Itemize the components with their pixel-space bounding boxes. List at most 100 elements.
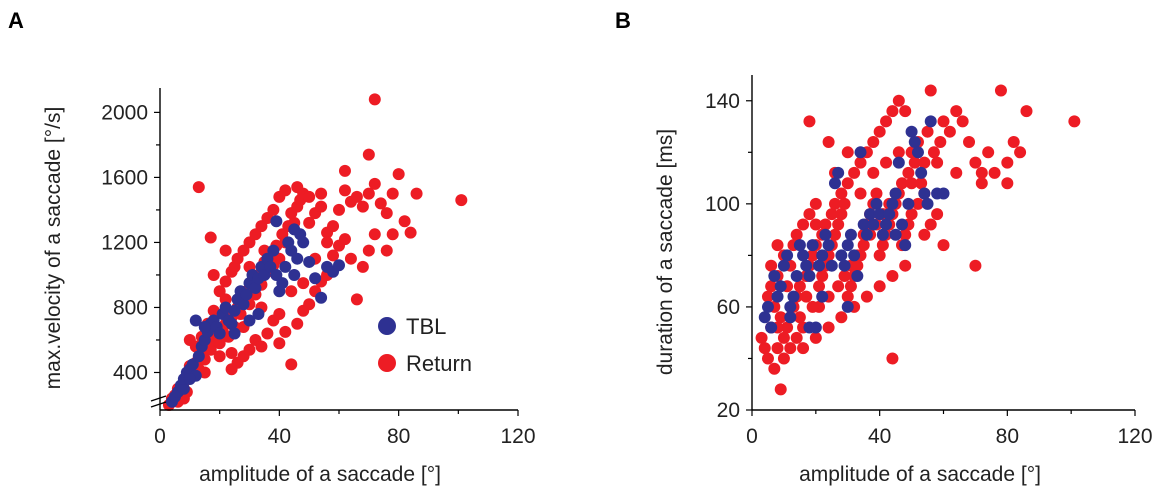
panel-b-point-return-35 — [867, 136, 880, 148]
panel-b-point-return-142 — [809, 218, 822, 231]
panel-b-point-return-98 — [828, 228, 841, 241]
panel-b-point-return-130 — [790, 331, 803, 344]
panel-b-point-return-45 — [899, 105, 912, 118]
legend-label-tbl: TBL — [406, 314, 446, 339]
panel-a-point-tbl-56 — [228, 327, 241, 340]
panel-b-point-return-31 — [854, 156, 867, 169]
panel-b-point-return-92 — [809, 197, 822, 210]
panel-a-point-return-85 — [291, 317, 304, 330]
panel-b-point-tbl-58 — [784, 300, 797, 313]
panel-b-point-tbl-35 — [870, 197, 883, 210]
panel-a-point-return-69 — [192, 181, 205, 194]
panel-a-point-return-126 — [273, 307, 286, 320]
panel-b-point-return-150 — [918, 156, 931, 169]
panel-b-point-return-67 — [1001, 177, 1014, 190]
panel-b-point-return-50 — [915, 177, 928, 190]
panel-b-point-return-102 — [841, 290, 854, 303]
panel-b-point-return-147 — [880, 156, 893, 169]
panel-b-point-return-56 — [934, 136, 947, 148]
panel-b-point-tbl-2 — [765, 321, 778, 334]
panel-a-point-return-132 — [228, 260, 241, 273]
panel-b-point-return-68 — [1007, 136, 1020, 148]
panel-b-x-tick-label-40: 40 — [868, 425, 891, 448]
panel-a-point-return-63 — [404, 226, 417, 239]
panel-b-points — [755, 84, 1081, 396]
panel-b-point-tbl-24 — [835, 249, 848, 262]
legend-label-return: Return — [406, 351, 472, 376]
panel-b-point-tbl-41 — [889, 187, 902, 200]
panel-b-point-return-72 — [969, 259, 982, 272]
panel-b-point-return-66 — [994, 84, 1007, 97]
panel-b-point-return-32 — [857, 239, 870, 252]
panel-b-point-tbl-1 — [761, 300, 774, 313]
panel-a-point-return-84 — [285, 358, 298, 371]
panel-a-point-return-116 — [279, 184, 292, 197]
panel-b-point-return-144 — [841, 146, 854, 159]
panel-a-point-return-74 — [225, 346, 238, 359]
panel-b-point-return-23 — [828, 197, 841, 210]
panel-b-point-return-88 — [797, 218, 810, 231]
panel-a-point-return-65 — [368, 93, 381, 106]
panel-a-y-tick-label-1200: 1200 — [101, 231, 148, 254]
panel-b-point-tbl-18 — [816, 249, 829, 262]
panel-b-point-return-145 — [854, 187, 867, 200]
panel-b-point-tbl-59 — [889, 228, 902, 241]
panel-a-point-return-52 — [338, 184, 351, 197]
panel-b-y-tick-label-140: 140 — [705, 90, 740, 113]
panel-b-x-tick-label-120: 120 — [1117, 425, 1152, 448]
panel-b-point-tbl-17 — [813, 259, 826, 272]
panel-a-point-return-77 — [243, 343, 256, 356]
panel-b-point-return-120 — [899, 228, 912, 241]
panel-a-point-return-106 — [219, 275, 232, 288]
panel-a-point-tbl-58 — [198, 320, 211, 333]
panel-b-point-tbl-54 — [937, 187, 950, 200]
panel-b-point-return-153 — [1001, 156, 1014, 169]
panel-a-point-return-91 — [327, 249, 340, 262]
panel-a-point-return-48 — [315, 200, 328, 213]
panel-b-point-return-7 — [777, 331, 790, 344]
panel-b-point-tbl-57 — [803, 321, 816, 334]
panel-b-point-return-151 — [950, 166, 963, 179]
panel-b-point-tbl-22 — [828, 177, 841, 190]
panel-a-point-return-95 — [350, 293, 363, 306]
panel-b-point-return-37 — [873, 125, 886, 138]
panel-b-point-return-55 — [931, 156, 944, 169]
panel-b-point-return-149 — [905, 177, 918, 190]
panel-b-point-tbl-36 — [873, 208, 886, 221]
panel-a-point-tbl-48 — [315, 291, 328, 304]
panel-b-point-return-70 — [1020, 105, 1033, 118]
panel-a-point-return-123 — [225, 363, 238, 376]
panel-a-point-return-99 — [380, 244, 393, 257]
panel-a-point-return-60 — [386, 187, 399, 200]
panel-a-point-return-93 — [338, 233, 351, 246]
panel-a-point-return-62 — [398, 215, 411, 228]
panel-b-point-return-148 — [892, 146, 905, 159]
panel-a-point-return-97 — [362, 244, 375, 257]
panel-a: A 0 40 80 120 400 800 1200 1600 2000 amplitude … — [8, 8, 536, 486]
panel-b-point-tbl-38 — [880, 218, 893, 231]
panel-b-point-tbl-48 — [911, 146, 924, 159]
panel-b-point-return-5 — [771, 342, 784, 355]
panel-b-point-return-133 — [822, 321, 835, 334]
panel-a-y-tick-label-2000: 2000 — [101, 101, 148, 124]
panel-a-y-ticks: 400 800 1200 1600 2000 — [101, 101, 160, 384]
panel-b-point-tbl-15 — [806, 239, 819, 252]
panel-a-x-tick-label-40: 40 — [268, 425, 291, 448]
panel-a-point-tbl-26 — [240, 288, 253, 301]
panel-b-point-return-124 — [918, 228, 931, 241]
panel-b-point-return-103 — [844, 280, 857, 293]
panel-b-y-label: duration of a saccade [ms] — [654, 129, 677, 375]
legend-marker-tbl — [378, 317, 396, 335]
panel-a-axis-break-2 — [150, 401, 167, 408]
panel-b-y-tick-label-100: 100 — [705, 193, 740, 216]
panel-b-point-tbl-27 — [844, 228, 857, 241]
panel-b-x-tick-label-0: 0 — [746, 425, 758, 448]
panel-b-point-tbl-55 — [841, 300, 854, 313]
panel-a-point-return-58 — [374, 197, 387, 210]
panel-b-point-tbl-32 — [860, 228, 873, 241]
panel-b-point-return-65 — [988, 166, 1001, 179]
panel-a-point-return-55 — [356, 200, 369, 213]
panel-b-point-return-59 — [950, 105, 963, 118]
panel-b-y-tick-label-60: 60 — [717, 296, 740, 319]
